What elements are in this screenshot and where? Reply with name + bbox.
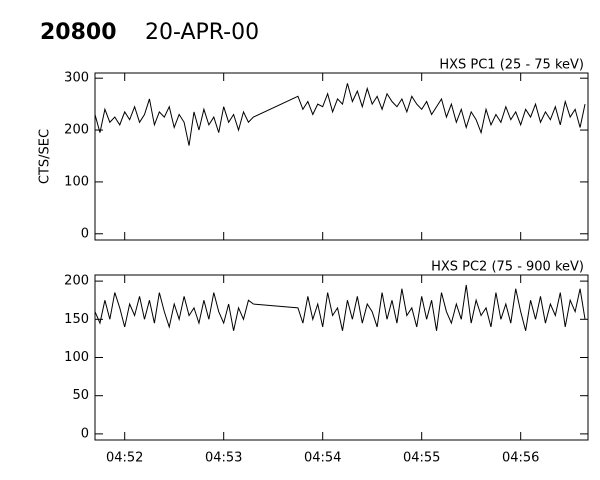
panel-title: HXS PC2 (75 - 900 keV)	[431, 260, 584, 275]
x-tick-label: 04:52	[106, 451, 143, 466]
x-tick-label: 04:55	[403, 451, 440, 466]
plot-frame	[94, 72, 589, 241]
y-tick-label: 50	[72, 388, 89, 403]
y-axis-label: CTS/SEC	[38, 129, 53, 184]
y-tick-label: 100	[64, 350, 89, 365]
panel-title: HXS PC1 (25 - 75 keV)	[439, 58, 584, 73]
header-id: 20800	[40, 20, 117, 45]
data-line	[94, 83, 586, 146]
header-date: 20-APR-00	[145, 20, 259, 45]
y-tick-label: 200	[64, 274, 89, 289]
y-tick-label: 200	[64, 123, 89, 138]
x-tick-label: 04:54	[304, 451, 341, 466]
y-tick-label: 300	[64, 71, 89, 86]
y-tick-label: 0	[81, 226, 89, 241]
y-tick-label: 100	[64, 174, 89, 189]
y-tick-label: 0	[81, 426, 89, 441]
data-line	[94, 284, 586, 331]
x-tick-label: 04:56	[502, 451, 539, 466]
x-tick-label: 04:53	[205, 451, 242, 466]
y-tick-label: 150	[64, 312, 89, 327]
